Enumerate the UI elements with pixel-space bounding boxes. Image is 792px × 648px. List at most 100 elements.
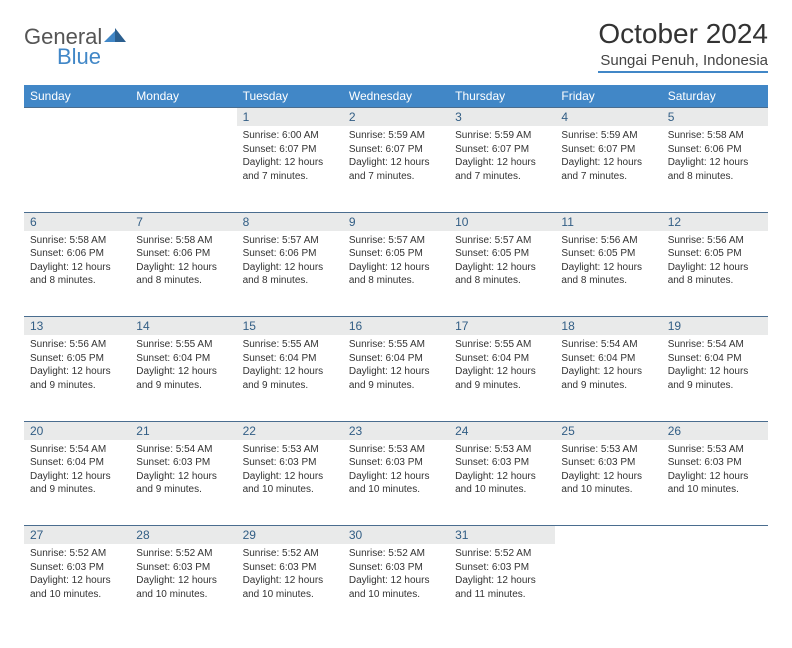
daylight-text: Daylight: 12 hours and 8 minutes. <box>243 261 337 288</box>
day-number-cell: 31 <box>449 526 555 545</box>
sunrise-text: Sunrise: 5:52 AM <box>30 547 124 561</box>
daylight-text: Daylight: 12 hours and 10 minutes. <box>243 574 337 601</box>
day-number-cell: 5 <box>662 108 768 127</box>
day-number-cell: 9 <box>343 212 449 231</box>
day-body-cell: Sunrise: 5:55 AMSunset: 6:04 PMDaylight:… <box>237 335 343 421</box>
sunset-text: Sunset: 6:03 PM <box>136 456 230 470</box>
sunrise-text: Sunrise: 5:53 AM <box>243 443 337 457</box>
daylight-text: Daylight: 12 hours and 8 minutes. <box>349 261 443 288</box>
sunrise-text: Sunrise: 5:56 AM <box>30 338 124 352</box>
title-block: October 2024 Sungai Penuh, Indonesia <box>598 18 768 73</box>
sunset-text: Sunset: 6:03 PM <box>455 456 549 470</box>
calendar-page: General October 2024 Sungai Penuh, Indon… <box>0 0 792 648</box>
day-header: Sunday <box>24 85 130 108</box>
daylight-text: Daylight: 12 hours and 8 minutes. <box>455 261 549 288</box>
daylight-text: Daylight: 12 hours and 10 minutes. <box>349 574 443 601</box>
week-row: Sunrise: 5:58 AMSunset: 6:06 PMDaylight:… <box>24 231 768 317</box>
sunrise-text: Sunrise: 5:53 AM <box>455 443 549 457</box>
daylight-text: Daylight: 12 hours and 8 minutes. <box>30 261 124 288</box>
day-number-cell: 22 <box>237 421 343 440</box>
day-body-cell <box>24 126 130 212</box>
day-body-cell: Sunrise: 5:55 AMSunset: 6:04 PMDaylight:… <box>449 335 555 421</box>
sunrise-text: Sunrise: 5:53 AM <box>668 443 762 457</box>
day-body-cell: Sunrise: 5:52 AMSunset: 6:03 PMDaylight:… <box>237 544 343 630</box>
sunrise-text: Sunrise: 5:55 AM <box>243 338 337 352</box>
brand-word2: Blue <box>57 44 101 69</box>
day-number-cell: 18 <box>555 317 661 336</box>
day-number-cell: 4 <box>555 108 661 127</box>
sunrise-text: Sunrise: 5:56 AM <box>561 234 655 248</box>
day-number-cell: 23 <box>343 421 449 440</box>
daylight-text: Daylight: 12 hours and 10 minutes. <box>136 574 230 601</box>
sunrise-text: Sunrise: 5:58 AM <box>136 234 230 248</box>
daylight-text: Daylight: 12 hours and 8 minutes. <box>668 261 762 288</box>
week-row: Sunrise: 5:54 AMSunset: 6:04 PMDaylight:… <box>24 440 768 526</box>
daylight-text: Daylight: 12 hours and 10 minutes. <box>243 470 337 497</box>
sunrise-text: Sunrise: 5:59 AM <box>561 129 655 143</box>
day-number-cell: 7 <box>130 212 236 231</box>
sunrise-text: Sunrise: 5:55 AM <box>455 338 549 352</box>
day-number-cell: 10 <box>449 212 555 231</box>
day-body-cell: Sunrise: 5:55 AMSunset: 6:04 PMDaylight:… <box>130 335 236 421</box>
day-body-cell <box>130 126 236 212</box>
daylight-text: Daylight: 12 hours and 7 minutes. <box>349 156 443 183</box>
daynum-row: 2728293031 <box>24 526 768 545</box>
daylight-text: Daylight: 12 hours and 9 minutes. <box>561 365 655 392</box>
day-body-cell: Sunrise: 5:54 AMSunset: 6:03 PMDaylight:… <box>130 440 236 526</box>
brand-word2-wrap: Blue <box>57 44 101 70</box>
day-body-cell: Sunrise: 5:53 AMSunset: 6:03 PMDaylight:… <box>555 440 661 526</box>
day-body-cell: Sunrise: 5:58 AMSunset: 6:06 PMDaylight:… <box>662 126 768 212</box>
day-number-cell: 16 <box>343 317 449 336</box>
daylight-text: Daylight: 12 hours and 9 minutes. <box>30 365 124 392</box>
sunrise-text: Sunrise: 5:58 AM <box>30 234 124 248</box>
sunrise-text: Sunrise: 5:53 AM <box>349 443 443 457</box>
day-number-cell: 19 <box>662 317 768 336</box>
day-body-cell: Sunrise: 5:59 AMSunset: 6:07 PMDaylight:… <box>343 126 449 212</box>
sunrise-text: Sunrise: 5:52 AM <box>455 547 549 561</box>
day-body-cell: Sunrise: 5:54 AMSunset: 6:04 PMDaylight:… <box>24 440 130 526</box>
day-body-cell <box>555 544 661 630</box>
sunset-text: Sunset: 6:05 PM <box>561 247 655 261</box>
page-header: General October 2024 Sungai Penuh, Indon… <box>24 18 768 73</box>
day-number-cell: 15 <box>237 317 343 336</box>
sunset-text: Sunset: 6:06 PM <box>136 247 230 261</box>
sunset-text: Sunset: 6:06 PM <box>243 247 337 261</box>
sunset-text: Sunset: 6:03 PM <box>561 456 655 470</box>
day-number-cell: 27 <box>24 526 130 545</box>
sunrise-text: Sunrise: 5:52 AM <box>136 547 230 561</box>
daylight-text: Daylight: 12 hours and 8 minutes. <box>561 261 655 288</box>
day-body-cell: Sunrise: 5:59 AMSunset: 6:07 PMDaylight:… <box>555 126 661 212</box>
sunrise-text: Sunrise: 5:54 AM <box>668 338 762 352</box>
day-number-cell: 2 <box>343 108 449 127</box>
sunrise-text: Sunrise: 5:59 AM <box>455 129 549 143</box>
day-header: Tuesday <box>237 85 343 108</box>
daylight-text: Daylight: 12 hours and 10 minutes. <box>561 470 655 497</box>
calendar-table: SundayMondayTuesdayWednesdayThursdayFrid… <box>24 85 768 630</box>
day-number-cell: 12 <box>662 212 768 231</box>
daylight-text: Daylight: 12 hours and 7 minutes. <box>561 156 655 183</box>
sunset-text: Sunset: 6:04 PM <box>136 352 230 366</box>
day-body-cell: Sunrise: 5:56 AMSunset: 6:05 PMDaylight:… <box>555 231 661 317</box>
sunset-text: Sunset: 6:04 PM <box>30 456 124 470</box>
day-number-cell: 21 <box>130 421 236 440</box>
week-row: Sunrise: 6:00 AMSunset: 6:07 PMDaylight:… <box>24 126 768 212</box>
month-title: October 2024 <box>598 18 768 50</box>
day-body-cell: Sunrise: 5:59 AMSunset: 6:07 PMDaylight:… <box>449 126 555 212</box>
sunset-text: Sunset: 6:06 PM <box>668 143 762 157</box>
daynum-row: 20212223242526 <box>24 421 768 440</box>
daylight-text: Daylight: 12 hours and 7 minutes. <box>243 156 337 183</box>
day-number-cell: 1 <box>237 108 343 127</box>
sunset-text: Sunset: 6:05 PM <box>668 247 762 261</box>
day-number-cell <box>130 108 236 127</box>
day-number-cell: 13 <box>24 317 130 336</box>
daylight-text: Daylight: 12 hours and 10 minutes. <box>668 470 762 497</box>
day-body-cell: Sunrise: 5:52 AMSunset: 6:03 PMDaylight:… <box>130 544 236 630</box>
day-number-cell: 30 <box>343 526 449 545</box>
day-number-cell <box>555 526 661 545</box>
day-body-cell: Sunrise: 5:53 AMSunset: 6:03 PMDaylight:… <box>449 440 555 526</box>
day-body-cell: Sunrise: 5:55 AMSunset: 6:04 PMDaylight:… <box>343 335 449 421</box>
day-header: Monday <box>130 85 236 108</box>
day-header: Saturday <box>662 85 768 108</box>
daylight-text: Daylight: 12 hours and 9 minutes. <box>136 365 230 392</box>
day-number-cell: 29 <box>237 526 343 545</box>
